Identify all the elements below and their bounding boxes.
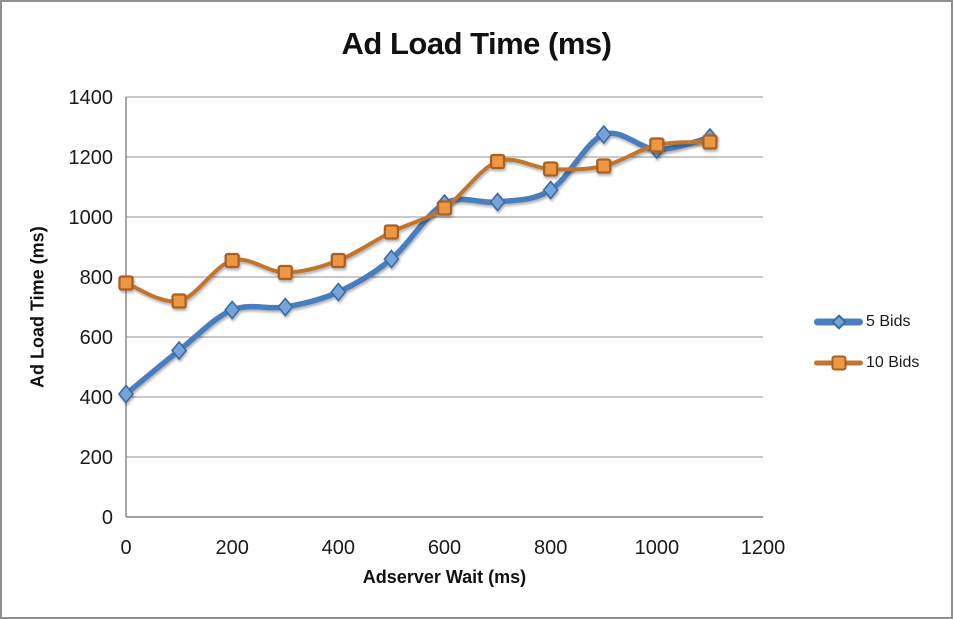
svg-text:400: 400 — [80, 387, 113, 409]
legend-item-10-bids: 10 Bids — [814, 347, 919, 379]
y-axis-title: Ad Load Time (ms) — [27, 226, 48, 388]
svg-text:1200: 1200 — [69, 147, 114, 169]
series-5-bids — [117, 124, 718, 404]
diamond-marker-icon — [830, 314, 847, 330]
legend-label-5-bids: 5 Bids — [866, 313, 911, 330]
legend-label-10-bids: 10 Bids — [866, 354, 920, 371]
svg-text:1400: 1400 — [69, 87, 114, 109]
svg-text:0: 0 — [120, 537, 131, 559]
svg-text:600: 600 — [428, 537, 461, 559]
svg-text:1200: 1200 — [741, 537, 786, 559]
svg-text:400: 400 — [322, 537, 355, 559]
x-axis-title: Adserver Wait (ms) — [362, 567, 527, 587]
svg-text:0: 0 — [102, 507, 113, 529]
series-10-bids — [118, 134, 718, 309]
legend-item-5-bids: 5 Bids — [814, 306, 919, 338]
svg-text:200: 200 — [215, 537, 248, 559]
svg-text:200: 200 — [80, 447, 113, 469]
square-marker-icon — [831, 355, 846, 371]
chart-title: Ad Load Time (ms) — [341, 26, 612, 61]
svg-text:800: 800 — [80, 267, 113, 289]
svg-text:600: 600 — [80, 327, 113, 349]
line-with-diamond-marker-icon — [814, 306, 863, 338]
svg-text:1000: 1000 — [69, 207, 114, 229]
svg-text:1000: 1000 — [635, 537, 680, 559]
legend: 5 Bids 10 Bids — [814, 306, 919, 388]
svg-text:800: 800 — [534, 537, 567, 559]
line-with-square-marker-icon — [814, 347, 863, 379]
